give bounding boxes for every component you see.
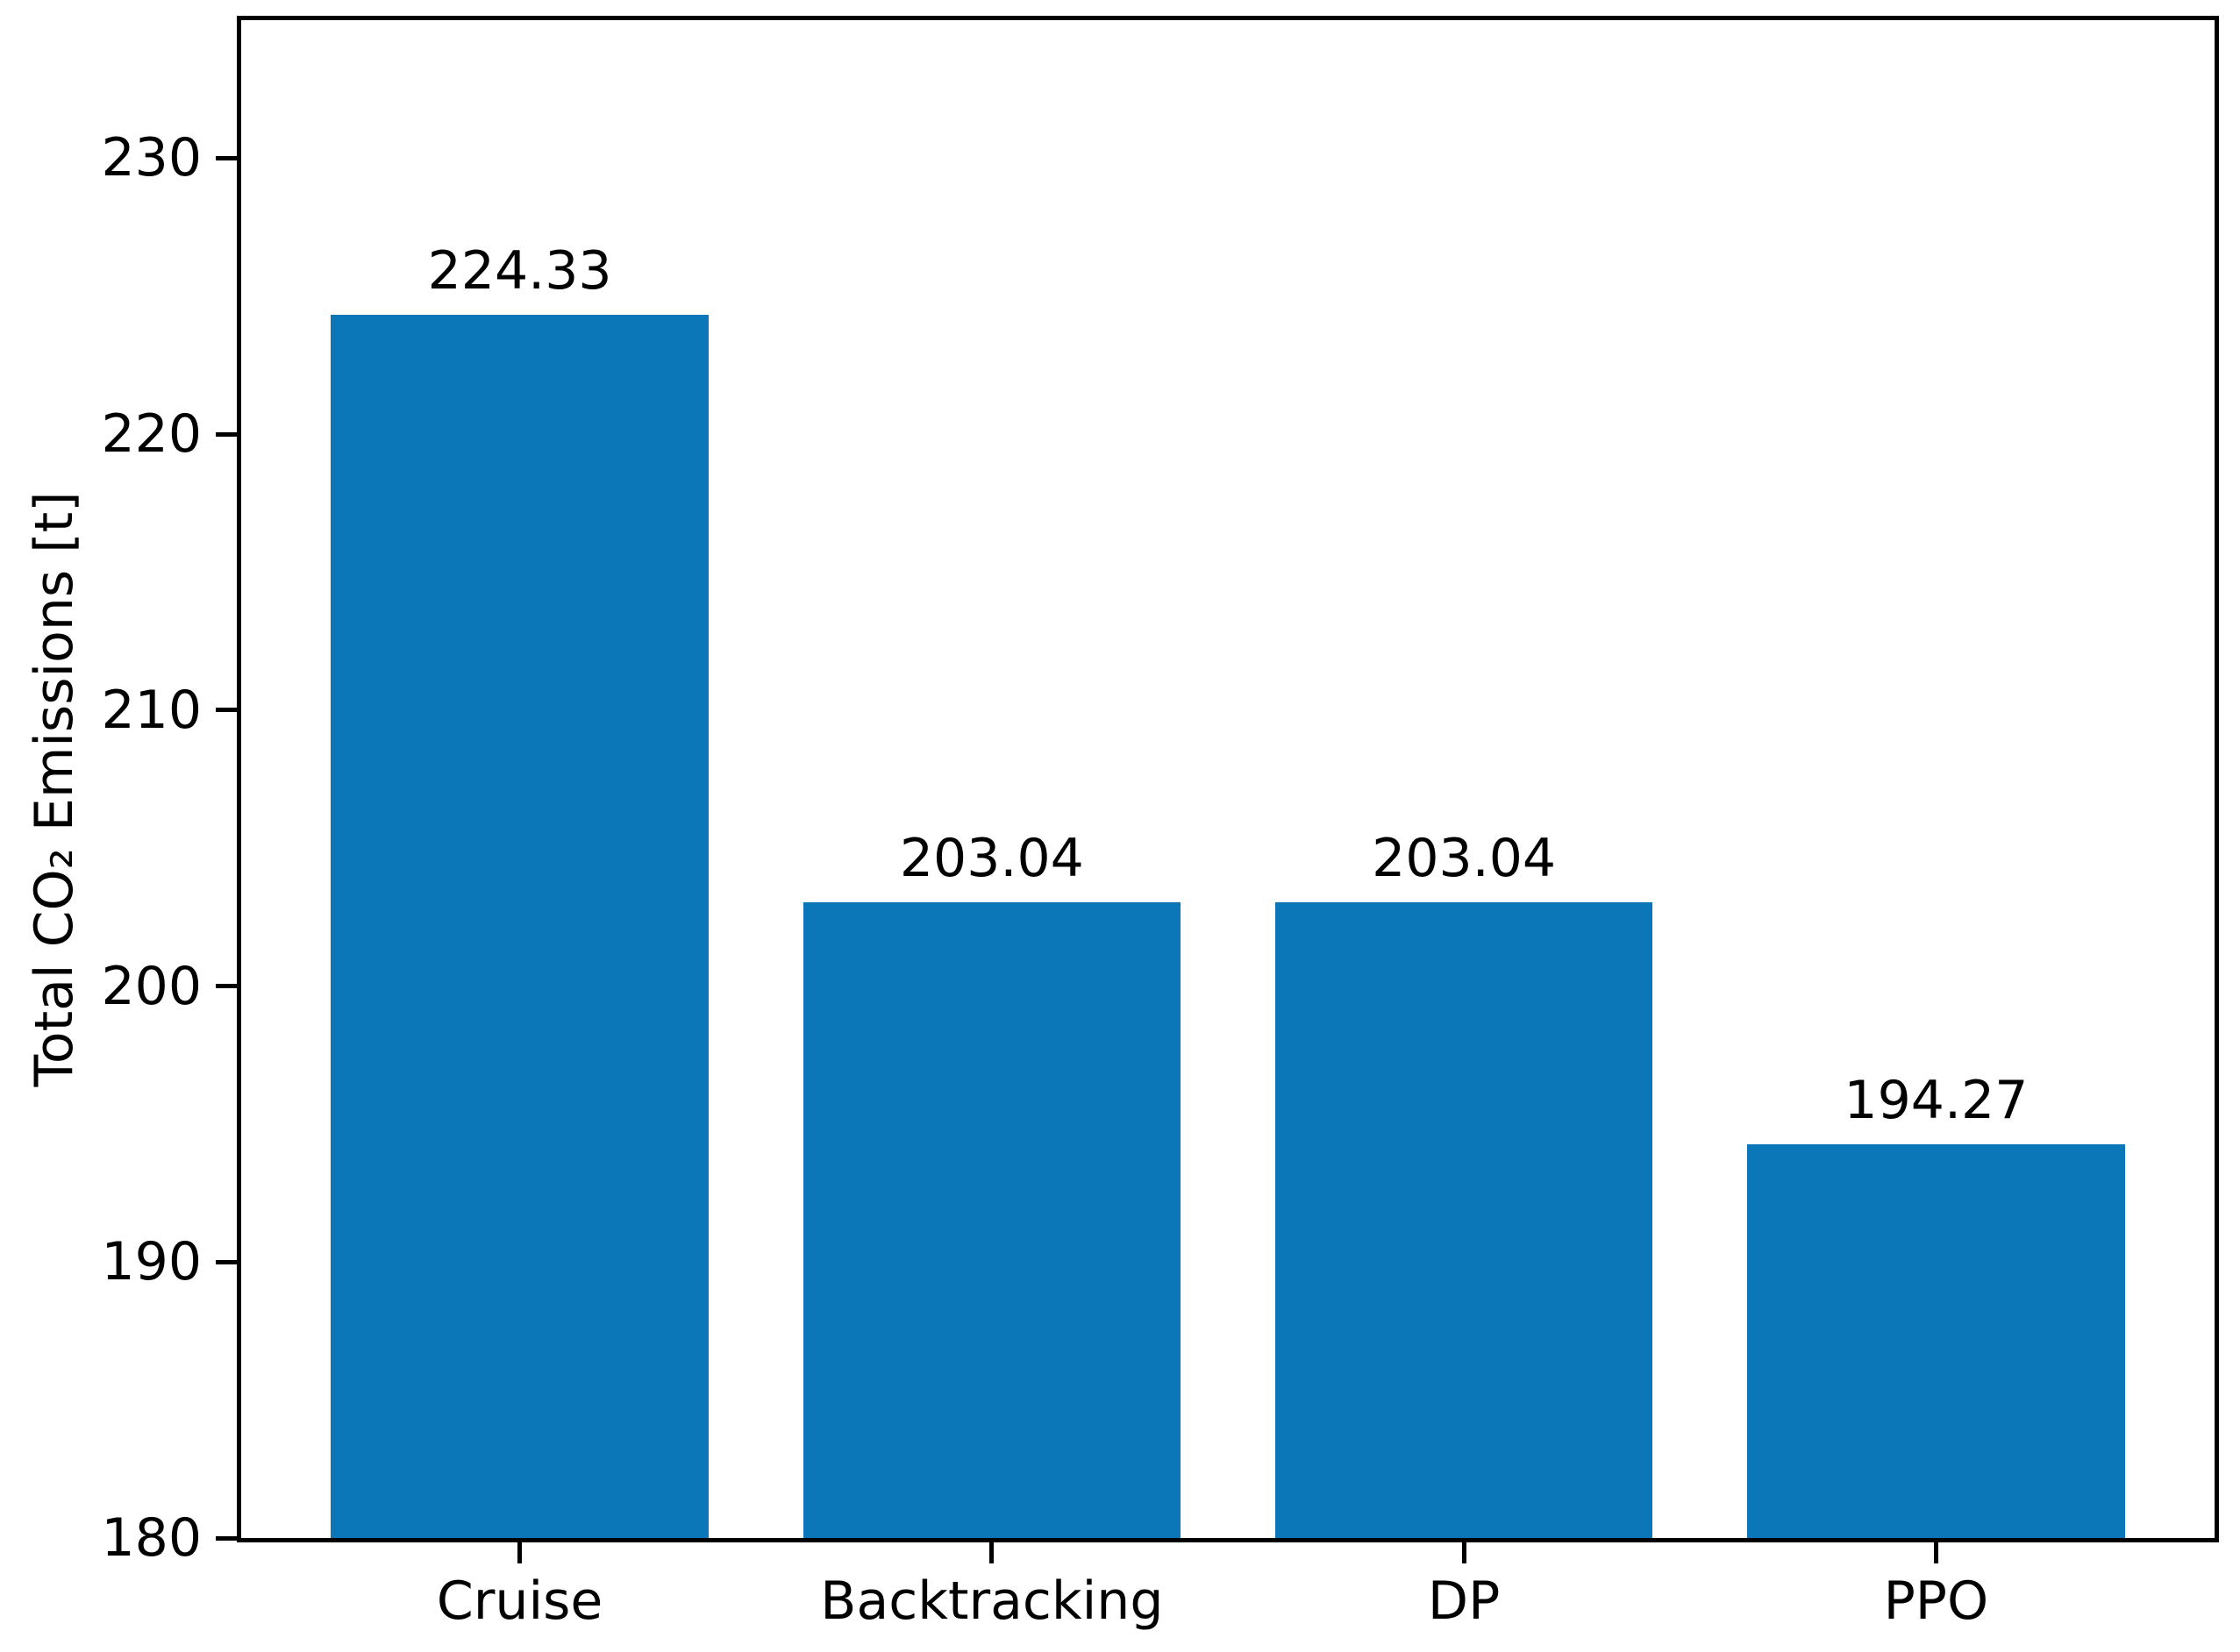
- y-tick: [216, 708, 237, 713]
- bar-value-label: 203.04: [899, 827, 1084, 889]
- bar-value-label: 194.27: [1844, 1069, 2029, 1131]
- y-tick-label: 210: [101, 679, 202, 741]
- y-tick: [216, 1259, 237, 1264]
- y-axis-label: Total CO₂ Emissions [t]: [24, 491, 85, 1087]
- y-tick-label: 230: [101, 127, 202, 189]
- bar-backtracking: [803, 901, 1181, 1538]
- bar-cruise: [331, 314, 709, 1538]
- plot-area: [237, 16, 2219, 1542]
- x-tick-label: Backtracking: [820, 1570, 1164, 1632]
- bar-value-label: 224.33: [427, 239, 612, 302]
- x-tick: [1933, 1542, 1938, 1563]
- y-tick: [216, 155, 237, 160]
- x-tick: [1461, 1542, 1466, 1563]
- x-tick: [989, 1542, 995, 1563]
- x-tick-label: DP: [1427, 1570, 1501, 1632]
- y-tick-label: 190: [101, 1231, 202, 1293]
- y-tick: [216, 1535, 237, 1541]
- x-tick: [517, 1542, 523, 1563]
- y-tick: [216, 984, 237, 989]
- bar-dp: [1274, 901, 1653, 1538]
- x-tick-label: PPO: [1883, 1570, 1989, 1632]
- y-tick-label: 180: [101, 1507, 202, 1569]
- bar-value-label: 203.04: [1372, 827, 1557, 889]
- y-tick-label: 200: [101, 955, 202, 1017]
- bar-ppo: [1747, 1143, 2125, 1538]
- y-tick: [216, 431, 237, 437]
- x-tick-label: Cruise: [436, 1570, 603, 1632]
- y-tick-label: 220: [101, 403, 202, 466]
